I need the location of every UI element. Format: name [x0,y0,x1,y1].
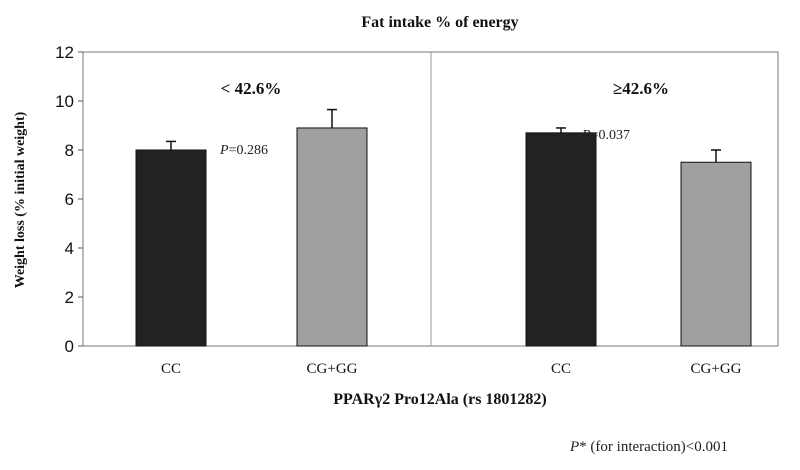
y-tick-label: 6 [65,190,74,209]
group-label-high: ≥42.6% [613,79,669,98]
p-value-low-symbol: P [219,143,229,158]
x-category-label: CC [161,361,181,377]
p-value-high-symbol: P [581,128,591,143]
interaction-p-text: * (for interaction)<0.001 [579,439,728,455]
p-value-low: P=0.286 [219,143,268,158]
bar [135,149,207,347]
y-tick-label: 10 [55,92,74,111]
y-tick-label: 0 [65,337,74,356]
x-category-label: CC [551,361,571,377]
y-tick-label: 2 [65,288,74,307]
bar [680,161,752,347]
interaction-footnote: P* (for interaction)<0.001 [569,439,728,455]
group-label-low: < 42.6% [221,79,282,98]
x-axis: CC CG+GG CC CG+GG [161,361,742,377]
y-tick-label: 4 [65,239,74,258]
x-category-label: CG+GG [691,361,742,377]
p-value-low-text: =0.286 [229,143,268,158]
chart-title: Fat intake % of energy [361,14,518,31]
bar [525,132,597,347]
x-category-label: CG+GG [307,361,358,377]
y-tick-label: 8 [65,141,74,160]
bar [296,127,368,347]
x-axis-label: PPARγ2 Pro12Ala (rs 1801282) [333,391,547,408]
p-value-high: P=0.037 [581,128,630,143]
p-value-high-text: =0.037 [591,128,630,143]
y-axis: 0 2 4 6 8 10 12 [55,43,83,356]
interaction-p-symbol: P [569,439,579,455]
y-tick-label: 12 [55,43,74,62]
bars [135,108,752,347]
y-axis-label: Weight loss (% initial weight) [13,111,28,288]
